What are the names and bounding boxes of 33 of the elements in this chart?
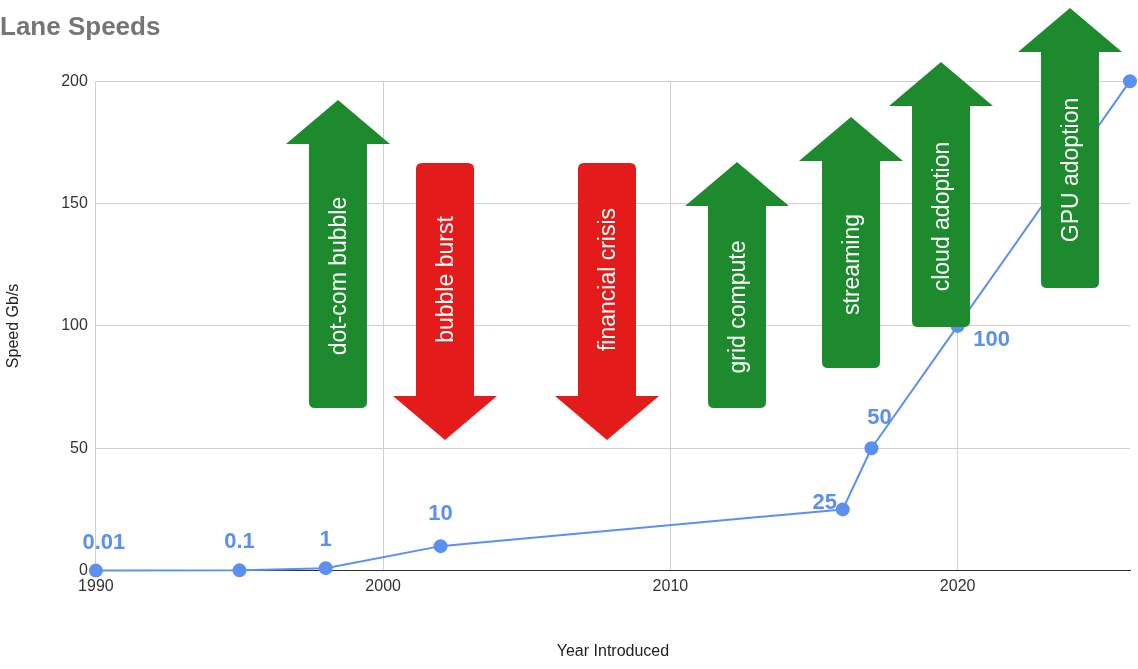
x-axis-title: Year Introduced [556, 641, 670, 659]
chart-title: Lane Speeds [0, 10, 161, 41]
x-tick-label: 2010 [652, 576, 689, 594]
y-tick-label: 50 [70, 438, 88, 456]
data-label: 100 [973, 325, 1011, 351]
x-tick-label: 2020 [939, 576, 976, 594]
annotation: streaming [838, 214, 864, 315]
annotation: GPU adoption [1057, 97, 1083, 243]
point [88, 563, 103, 578]
y-tick-label: 150 [61, 193, 88, 211]
point [1123, 74, 1137, 89]
annotation: cloud adoption [928, 141, 954, 292]
y-axis-title: Speed Gb/s [4, 283, 22, 369]
annotation: grid compute [724, 240, 750, 374]
y-tick-label: 200 [61, 71, 88, 89]
y-tick-label: 0 [78, 561, 88, 579]
data-label: 0.1 [224, 528, 255, 554]
data-label: 50 [867, 404, 892, 430]
annotation: bubble burst [432, 215, 458, 343]
y-tick-label: 100 [61, 316, 88, 334]
point [864, 441, 879, 456]
data-label: 0.01 [82, 528, 126, 554]
x-tick-label: 1990 [78, 576, 114, 594]
data-label: 10 [428, 500, 453, 526]
data-label: 25 [812, 489, 837, 515]
x-tick-label: 2000 [365, 576, 402, 594]
point [433, 539, 448, 554]
point [232, 563, 247, 578]
point [835, 502, 850, 517]
point [318, 561, 333, 576]
annotation: financial crisis [594, 207, 620, 352]
data-label: 1 [319, 526, 332, 552]
annotation: dot-com bubble [325, 196, 351, 356]
